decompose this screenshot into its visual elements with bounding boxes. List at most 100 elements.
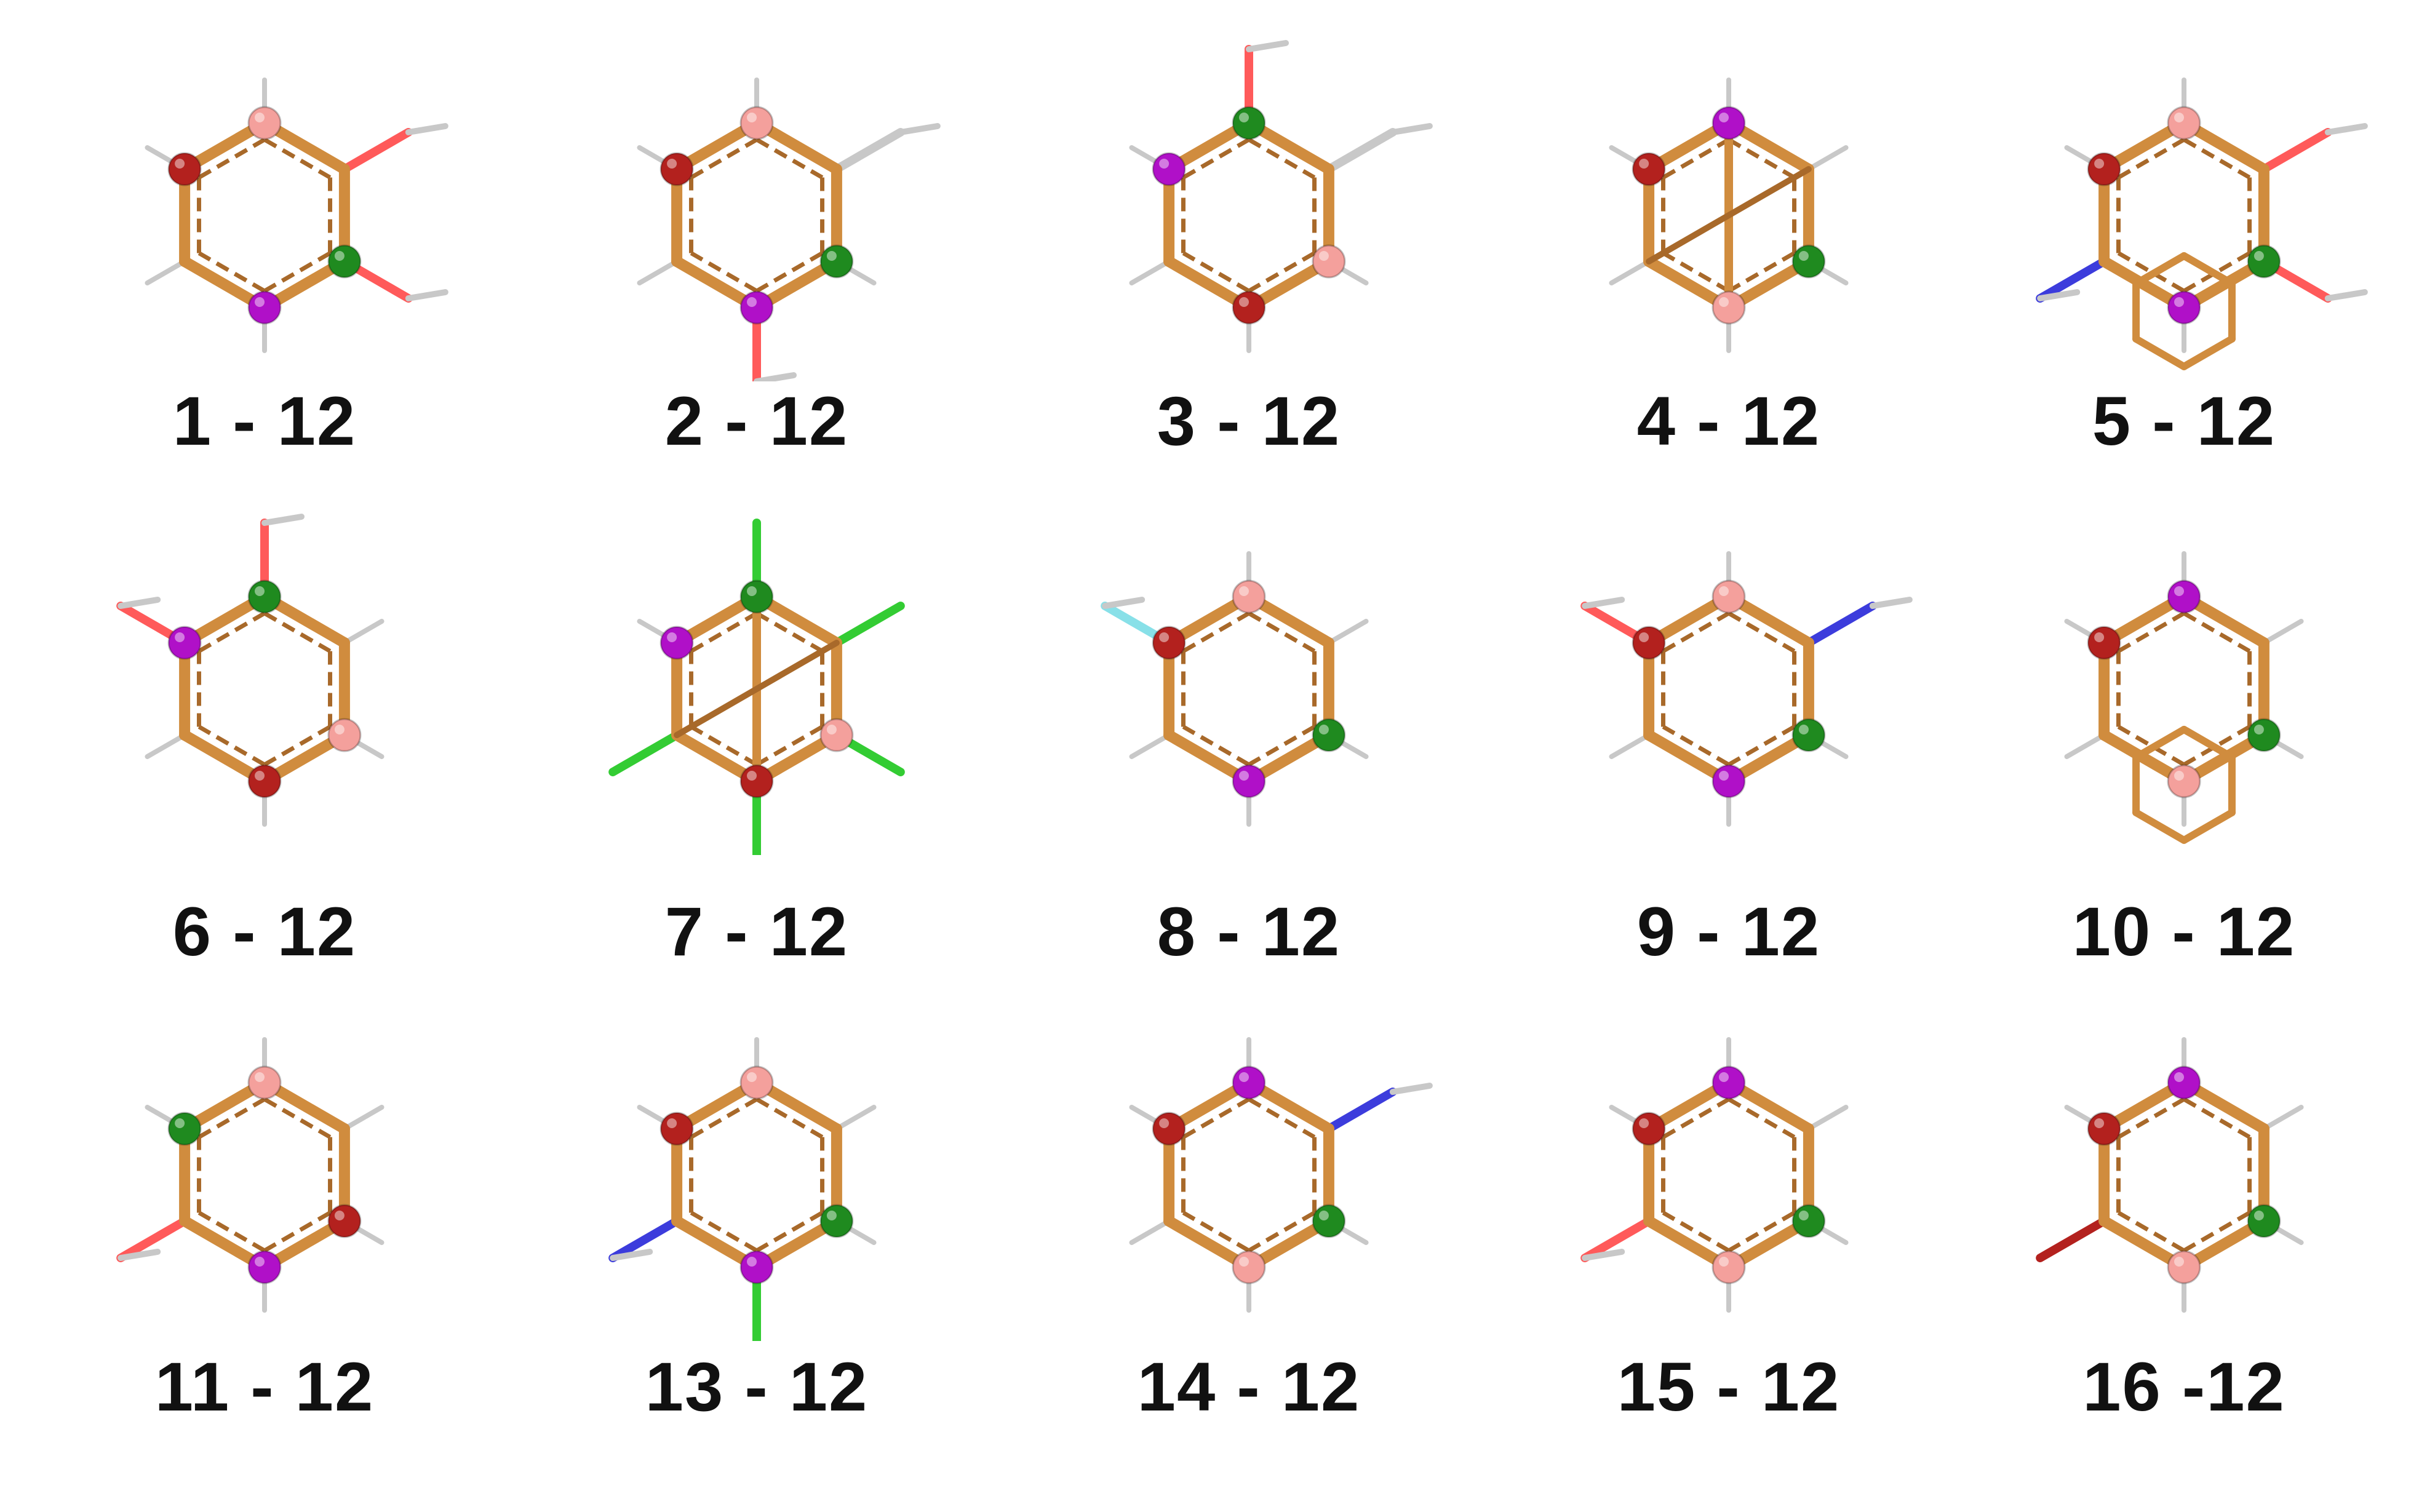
sphere-highlight (255, 586, 265, 596)
aromatic-bond (1728, 611, 1796, 653)
sphere-highlight (255, 1072, 265, 1082)
aromatic-bond (1182, 725, 1250, 767)
sphere-highlight (1639, 1118, 1649, 1128)
substituent-bond (1389, 1083, 1433, 1095)
panel-4: 4 - 12 (1507, 37, 1950, 517)
atom-sphere-red (1152, 1112, 1186, 1146)
aromatic-bond (1728, 251, 1796, 293)
sphere-highlight (2174, 1257, 2184, 1267)
panel-5: 5 - 12 (1963, 37, 2405, 517)
sphere-highlight (826, 251, 837, 261)
sphere-highlight (2094, 632, 2105, 642)
sphere-highlight (1239, 113, 1249, 122)
aromatic-bond (690, 1211, 758, 1253)
aromatic-bond (2117, 137, 2185, 180)
fused-ring-bond (2132, 335, 2188, 370)
molecule-11 (116, 1037, 385, 1313)
sphere-highlight (1719, 586, 1729, 596)
sphere-highlight (747, 771, 757, 781)
sphere-highlight (1318, 1211, 1329, 1220)
panel-label: 11 - 12 (154, 1348, 375, 1425)
aromatic-bond (1728, 137, 1796, 180)
atom-sphere-red (2087, 626, 2121, 660)
substituent-bond (1246, 40, 1289, 52)
substituent-bond (145, 259, 188, 285)
aromatic-bond (263, 137, 332, 180)
sphere-highlight (175, 159, 185, 169)
panel-10: 10 - 12 (1963, 511, 2405, 990)
atom-sphere-green (1791, 1204, 1826, 1238)
sphere-highlight (2094, 1118, 2105, 1128)
atom-sphere-red (247, 764, 282, 798)
atom-sphere-red (1632, 1112, 1666, 1146)
sphere-highlight (255, 113, 265, 122)
panel-label: 5 - 12 (2092, 383, 2276, 460)
panel-label: 16 -12 (2082, 1348, 2285, 1425)
sphere-highlight (334, 251, 345, 261)
substituent-bond (2324, 123, 2368, 135)
substituent-bond (341, 619, 385, 645)
atom-sphere-green (247, 579, 282, 614)
atom-sphere-pink (1712, 1250, 1746, 1284)
sphere-highlight (1639, 632, 1649, 642)
sphere-highlight (747, 586, 757, 596)
atom-sphere-green (1312, 718, 1346, 752)
sphere-highlight (255, 771, 265, 781)
atom-sphere-pink (247, 106, 282, 140)
atom-sphere-pink (247, 1065, 282, 1100)
aromatic-bond (2117, 1097, 2185, 1139)
aromatic-bond (755, 137, 824, 180)
panel-7: 7 - 12 (535, 511, 978, 990)
molecule-8 (1101, 551, 1369, 827)
atom-sphere-red (167, 152, 202, 186)
panel-16: 16 -12 (1963, 997, 2405, 1476)
panel-8: 8 - 12 (1027, 511, 1470, 990)
atom-sphere-purple (2167, 579, 2201, 614)
sphere-highlight (2174, 1072, 2184, 1082)
substituent-bond (608, 1217, 682, 1262)
sphere-highlight (2094, 159, 2105, 169)
atom-sphere-purple (660, 626, 694, 660)
panel-label: 4 - 12 (1636, 383, 1821, 460)
sphere-highlight (255, 297, 265, 307)
atom-sphere-pink (2167, 1250, 2201, 1284)
aromatic-bond (1662, 611, 1730, 653)
atom-sphere-red (739, 764, 774, 798)
substituent-bond (832, 128, 905, 173)
aromatic-bond (2117, 725, 2185, 767)
atom-sphere-green (1232, 106, 1266, 140)
aromatic-bond (1182, 1097, 1250, 1139)
atom-sphere-green (1791, 244, 1826, 279)
atom-sphere-green (2247, 718, 2281, 752)
atom-sphere-purple (1152, 152, 1186, 186)
aromatic-bond (1248, 611, 1316, 653)
substituent-bond (1582, 1249, 1625, 1261)
atom-sphere-purple (739, 290, 774, 325)
substituent-bond (1609, 259, 1652, 285)
sphere-highlight (747, 297, 757, 307)
aromatic-bond (755, 611, 824, 653)
substituent-bond (1580, 1217, 1654, 1262)
substituent-bond (118, 1249, 161, 1261)
molecule-9 (1580, 551, 1913, 827)
sphere-highlight (1239, 297, 1249, 307)
sphere-highlight (1159, 632, 1170, 642)
atom-sphere-green (819, 1204, 854, 1238)
sphere-highlight (2174, 297, 2184, 307)
aromatic-bond (1248, 725, 1316, 767)
substituent-bond (1326, 619, 1369, 645)
atom-sphere-green (2247, 1204, 2281, 1238)
atom-sphere-purple (1232, 1065, 1266, 1100)
sphere-highlight (667, 159, 677, 169)
aromatic-bond (690, 611, 758, 653)
substituent-bond (405, 289, 448, 301)
aromatic-bond (197, 1097, 266, 1139)
molecule-5 (2036, 78, 2368, 370)
panel-15: 15 - 12 (1507, 997, 1950, 1476)
fused-ring-bond (2180, 335, 2236, 370)
substituent-bond (2259, 128, 2332, 173)
atom-sphere-green (327, 244, 362, 279)
substituent-bond (116, 1217, 189, 1262)
atom-sphere-purple (2167, 1065, 2201, 1100)
atom-sphere-pink (1232, 1250, 1266, 1284)
